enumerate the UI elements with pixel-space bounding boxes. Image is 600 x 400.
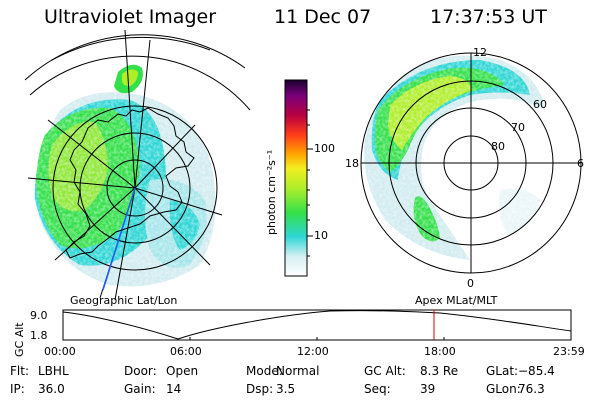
mlt-label-right: 6 bbox=[577, 157, 584, 170]
mlt-label-top: 12 bbox=[473, 46, 487, 59]
colorbar-unit-label: photon cm⁻²s⁻¹ bbox=[265, 149, 278, 235]
status-key: Gain: bbox=[124, 382, 156, 396]
status-value: 36.0 bbox=[38, 382, 65, 396]
colorbar-tick-100: 100 bbox=[314, 142, 335, 155]
status-key: Seq: bbox=[364, 382, 391, 396]
status-value: 14 bbox=[166, 382, 182, 396]
left-aurora-patch-core bbox=[122, 69, 138, 86]
status-value: Open bbox=[166, 364, 199, 378]
colorbar-ticks bbox=[307, 109, 313, 257]
status-key: Flt: bbox=[10, 364, 29, 378]
right-map-caption: Apex MLat/MLT bbox=[415, 294, 498, 307]
altitude-plot-frame bbox=[62, 309, 572, 341]
altitude-ytick-max: 9.0 bbox=[30, 309, 48, 322]
right-map-grid bbox=[360, 52, 582, 274]
colorbar-tick-10: 10 bbox=[314, 229, 328, 242]
date-label: 11 Dec 07 bbox=[274, 6, 372, 28]
status-key: Door: bbox=[124, 364, 157, 378]
altitude-ytick-min: 1.8 bbox=[30, 329, 48, 342]
time-label: 17:37:53 UT bbox=[430, 6, 547, 28]
status-key: IP: bbox=[10, 382, 25, 396]
coastline bbox=[65, 107, 195, 259]
left-map-caption: Geographic Lat/Lon bbox=[70, 294, 178, 307]
status-key: Mode: bbox=[246, 364, 283, 378]
altitude-xtick-2359: 23:59 bbox=[553, 345, 585, 358]
altitude-x-ticks bbox=[189, 337, 445, 340]
altitude-xtick-0600: 06:00 bbox=[170, 345, 202, 358]
status-key: GLat: bbox=[486, 364, 519, 378]
mlat-label-80: 80 bbox=[491, 140, 505, 153]
status-key: Dsp: bbox=[246, 382, 274, 396]
altitude-xtick-1800: 18:00 bbox=[424, 345, 456, 358]
terminator-line bbox=[102, 187, 136, 291]
status-value: 76.3 bbox=[518, 382, 545, 396]
status-value: 3.5 bbox=[276, 382, 296, 396]
altitude-ylabel: GC Alt bbox=[13, 322, 26, 357]
instrument-title: Ultraviolet Imager bbox=[44, 6, 217, 28]
colorbar bbox=[284, 79, 308, 277]
mlt-label-left: 18 bbox=[345, 157, 359, 170]
altitude-curve bbox=[62, 310, 572, 340]
mlt-label-bottom: 0 bbox=[467, 277, 474, 290]
mlat-label-70: 70 bbox=[511, 121, 525, 134]
status-value: 8.3 Re bbox=[420, 364, 459, 378]
status-value: LBHL bbox=[38, 364, 69, 378]
mlat-label-60: 60 bbox=[533, 98, 547, 111]
status-value: −85.4 bbox=[518, 364, 555, 378]
altitude-xtick-0000: 00:00 bbox=[44, 345, 76, 358]
status-value: Normal bbox=[276, 364, 320, 378]
status-key: GLon: bbox=[486, 382, 521, 396]
status-value: 39 bbox=[420, 382, 436, 396]
altitude-xtick-1200: 12:00 bbox=[297, 345, 329, 358]
status-key: GC Alt: bbox=[364, 364, 406, 378]
